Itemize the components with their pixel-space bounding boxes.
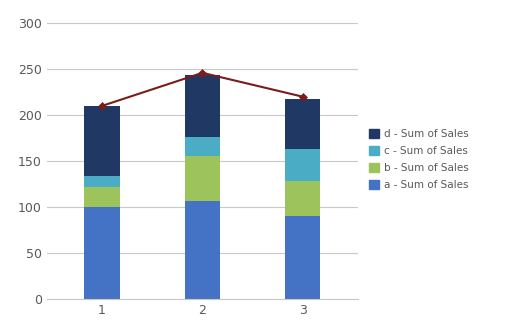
Bar bbox=[285, 149, 320, 181]
Bar bbox=[85, 176, 119, 187]
Bar bbox=[185, 137, 220, 155]
Bar bbox=[185, 75, 220, 137]
Bar bbox=[285, 181, 320, 216]
Bar bbox=[285, 216, 320, 299]
Bar bbox=[185, 155, 220, 202]
Bar bbox=[185, 202, 220, 299]
Bar bbox=[85, 106, 119, 176]
Bar bbox=[85, 207, 119, 299]
Legend: d - Sum of Sales, c - Sum of Sales, b - Sum of Sales, a - Sum of Sales: d - Sum of Sales, c - Sum of Sales, b - … bbox=[368, 129, 469, 190]
Bar bbox=[85, 187, 119, 207]
Bar bbox=[285, 99, 320, 149]
